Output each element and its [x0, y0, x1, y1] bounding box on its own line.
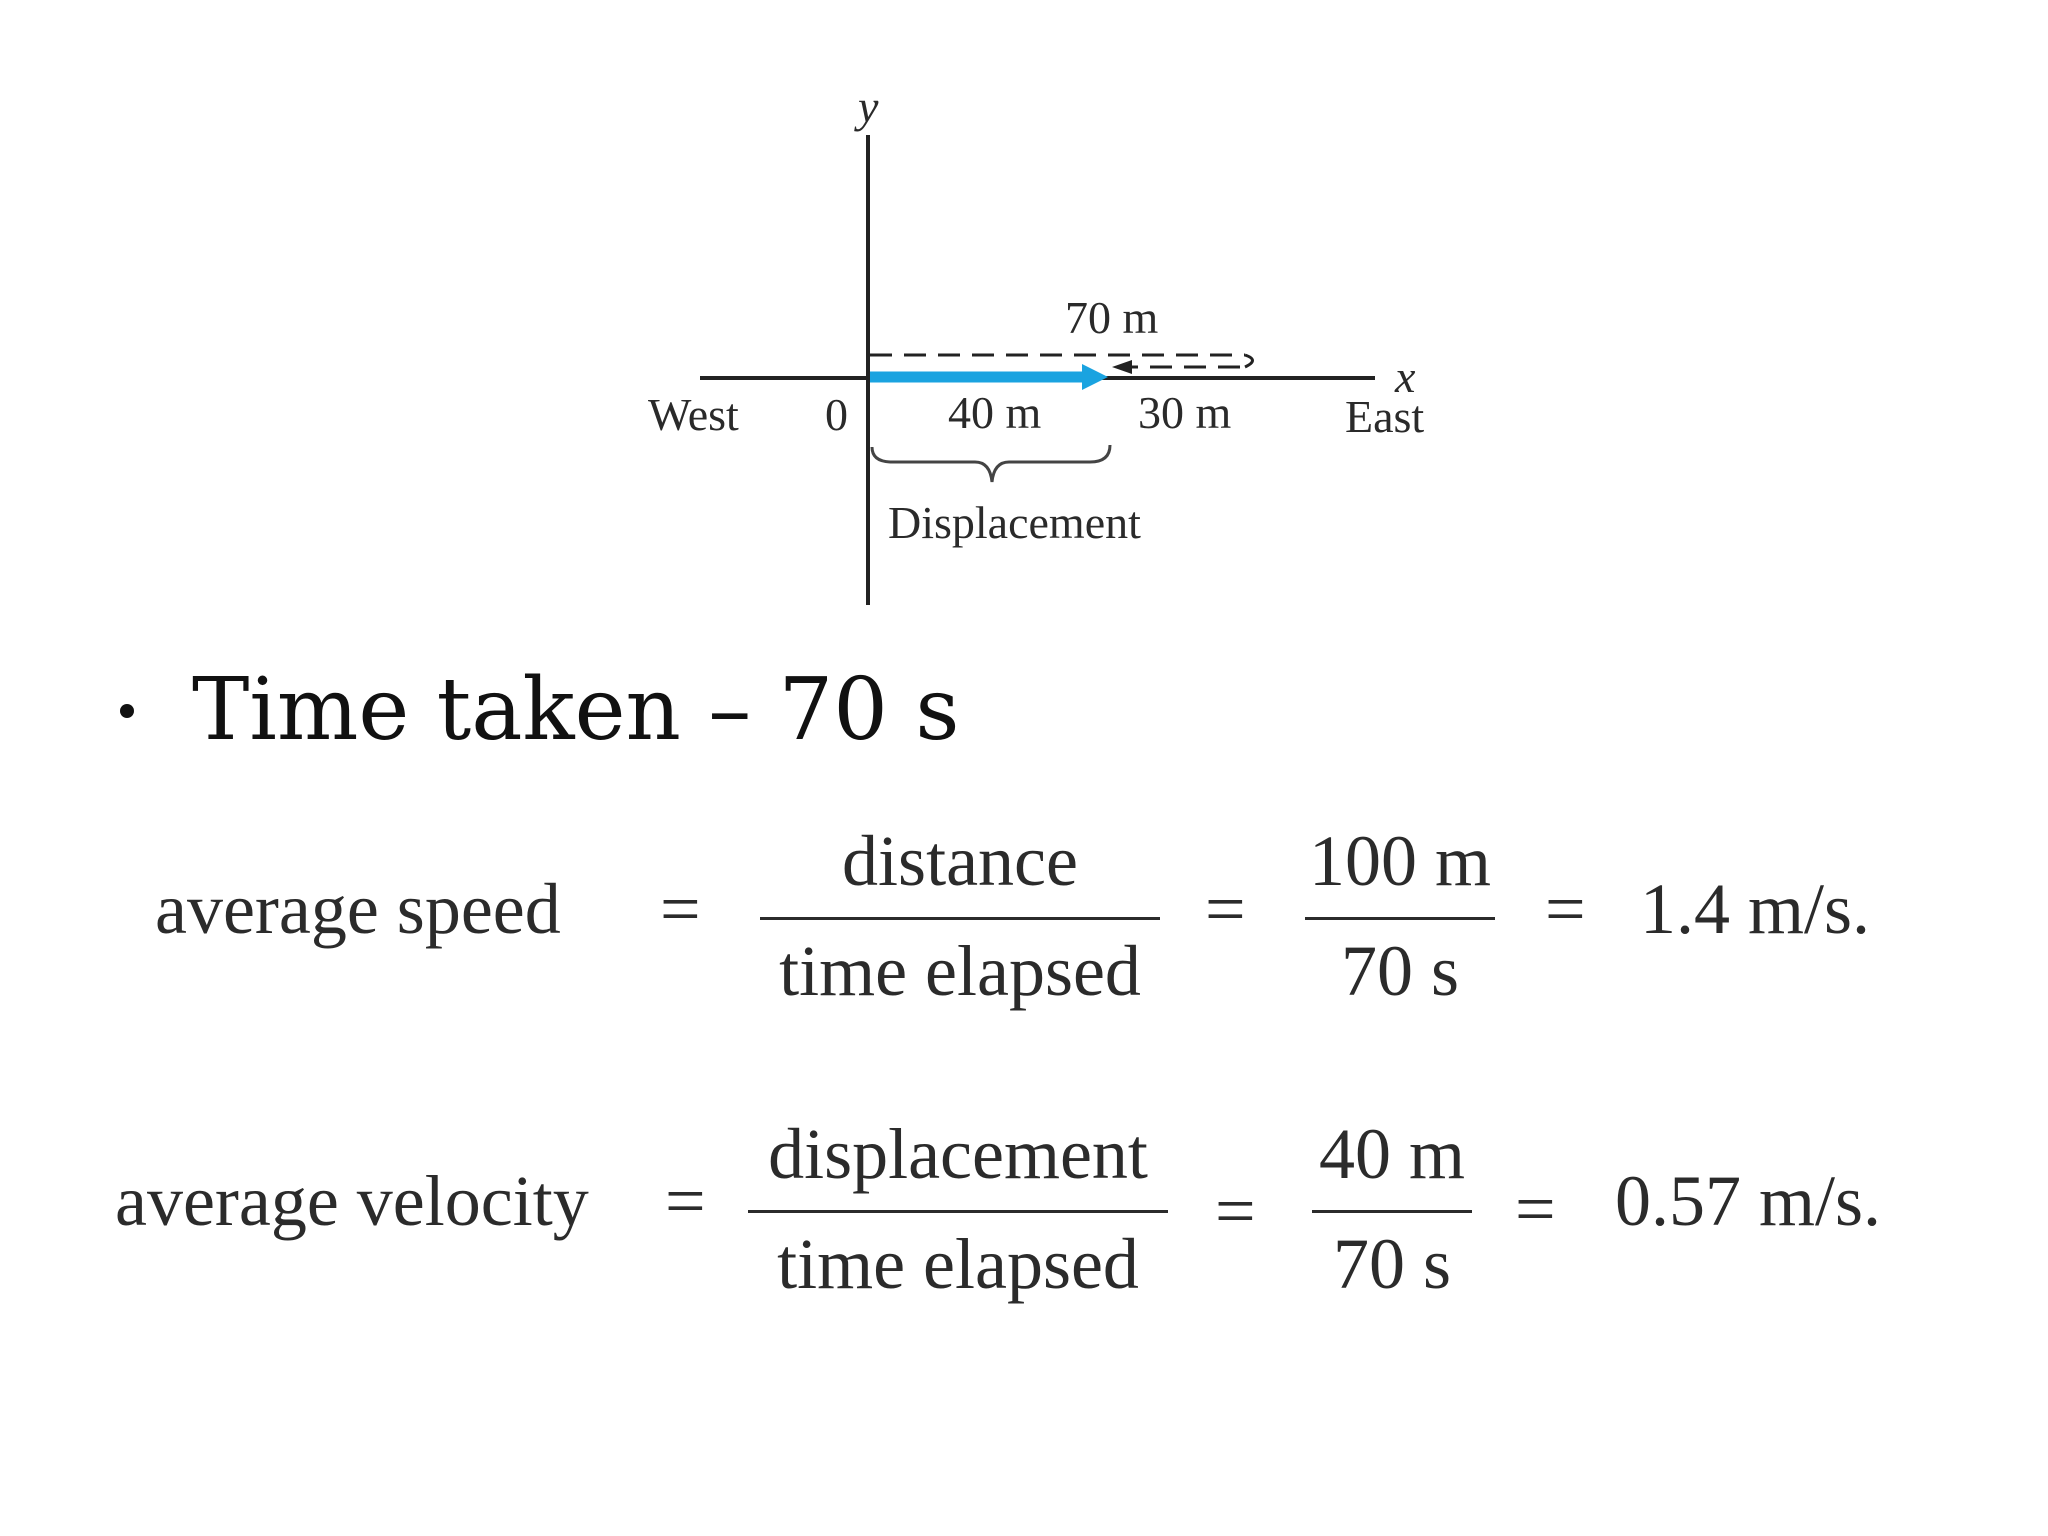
- velocity-num-displacement: displacement: [768, 1114, 1148, 1194]
- bullet-dot: [120, 703, 134, 718]
- speed-fraction-bar-2: [1305, 917, 1495, 920]
- displacement-arrowhead: [1082, 364, 1108, 390]
- time-taken-bullet: Time taken – 70 s: [120, 660, 959, 760]
- velocity-result: 0.57 m/s.: [1615, 1161, 1882, 1241]
- east-label: East: [1345, 391, 1424, 442]
- segment-30m-label: 30 m: [1138, 387, 1232, 438]
- speed-den-time: time elapsed: [779, 931, 1141, 1011]
- speed-fraction-words: distance time elapsed: [760, 820, 1160, 1013]
- velocity-den-70s: 70 s: [1332, 1224, 1452, 1304]
- velocity-lhs: average velocity: [115, 1161, 589, 1241]
- displacement-brace: [870, 444, 1112, 483]
- velocity-fraction-values: 40 m 70 s: [1312, 1113, 1472, 1306]
- velocity-equals-1: =: [665, 1161, 706, 1241]
- return-70m-label: 70 m: [1065, 292, 1159, 343]
- speed-fraction-bar-1: [760, 917, 1160, 920]
- origin-label: 0: [825, 389, 848, 440]
- x-axis-label: x: [1394, 351, 1416, 402]
- y-axis-label: y: [854, 81, 879, 132]
- velocity-den-time: time elapsed: [777, 1224, 1139, 1304]
- speed-num-100m: 100 m: [1308, 821, 1491, 901]
- motion-diagram: y x West 0 40 m 30 m East 70 m Displacem…: [648, 81, 1424, 605]
- path-turn: [1244, 353, 1254, 369]
- speed-fraction-values: 100 m 70 s: [1305, 820, 1495, 1013]
- speed-equals-1: =: [660, 869, 701, 949]
- return-arrowhead: [1112, 360, 1132, 374]
- speed-equals-2: =: [1205, 869, 1246, 949]
- speed-result: 1.4 m/s.: [1640, 869, 1871, 949]
- velocity-equals-3: =: [1515, 1169, 1556, 1249]
- displacement-label: Displacement: [888, 497, 1141, 548]
- speed-equals-3: =: [1545, 869, 1586, 949]
- velocity-fraction-words: displacement time elapsed: [748, 1113, 1168, 1306]
- segment-40m-label: 40 m: [948, 387, 1042, 438]
- velocity-fraction-bar-2: [1312, 1210, 1472, 1213]
- speed-den-70s: 70 s: [1340, 931, 1460, 1011]
- velocity-equals-2: =: [1215, 1171, 1256, 1251]
- velocity-fraction-bar-1: [748, 1210, 1168, 1213]
- speed-num-distance: distance: [842, 821, 1078, 901]
- speed-lhs: average speed: [155, 869, 561, 949]
- west-label: West: [648, 389, 739, 440]
- velocity-num-40m: 40 m: [1318, 1114, 1465, 1194]
- time-taken-text: Time taken – 70 s: [192, 660, 960, 760]
